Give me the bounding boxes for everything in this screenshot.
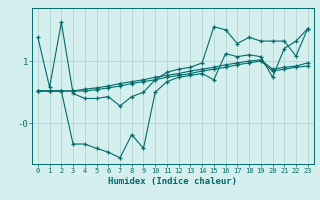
X-axis label: Humidex (Indice chaleur): Humidex (Indice chaleur): [108, 177, 237, 186]
